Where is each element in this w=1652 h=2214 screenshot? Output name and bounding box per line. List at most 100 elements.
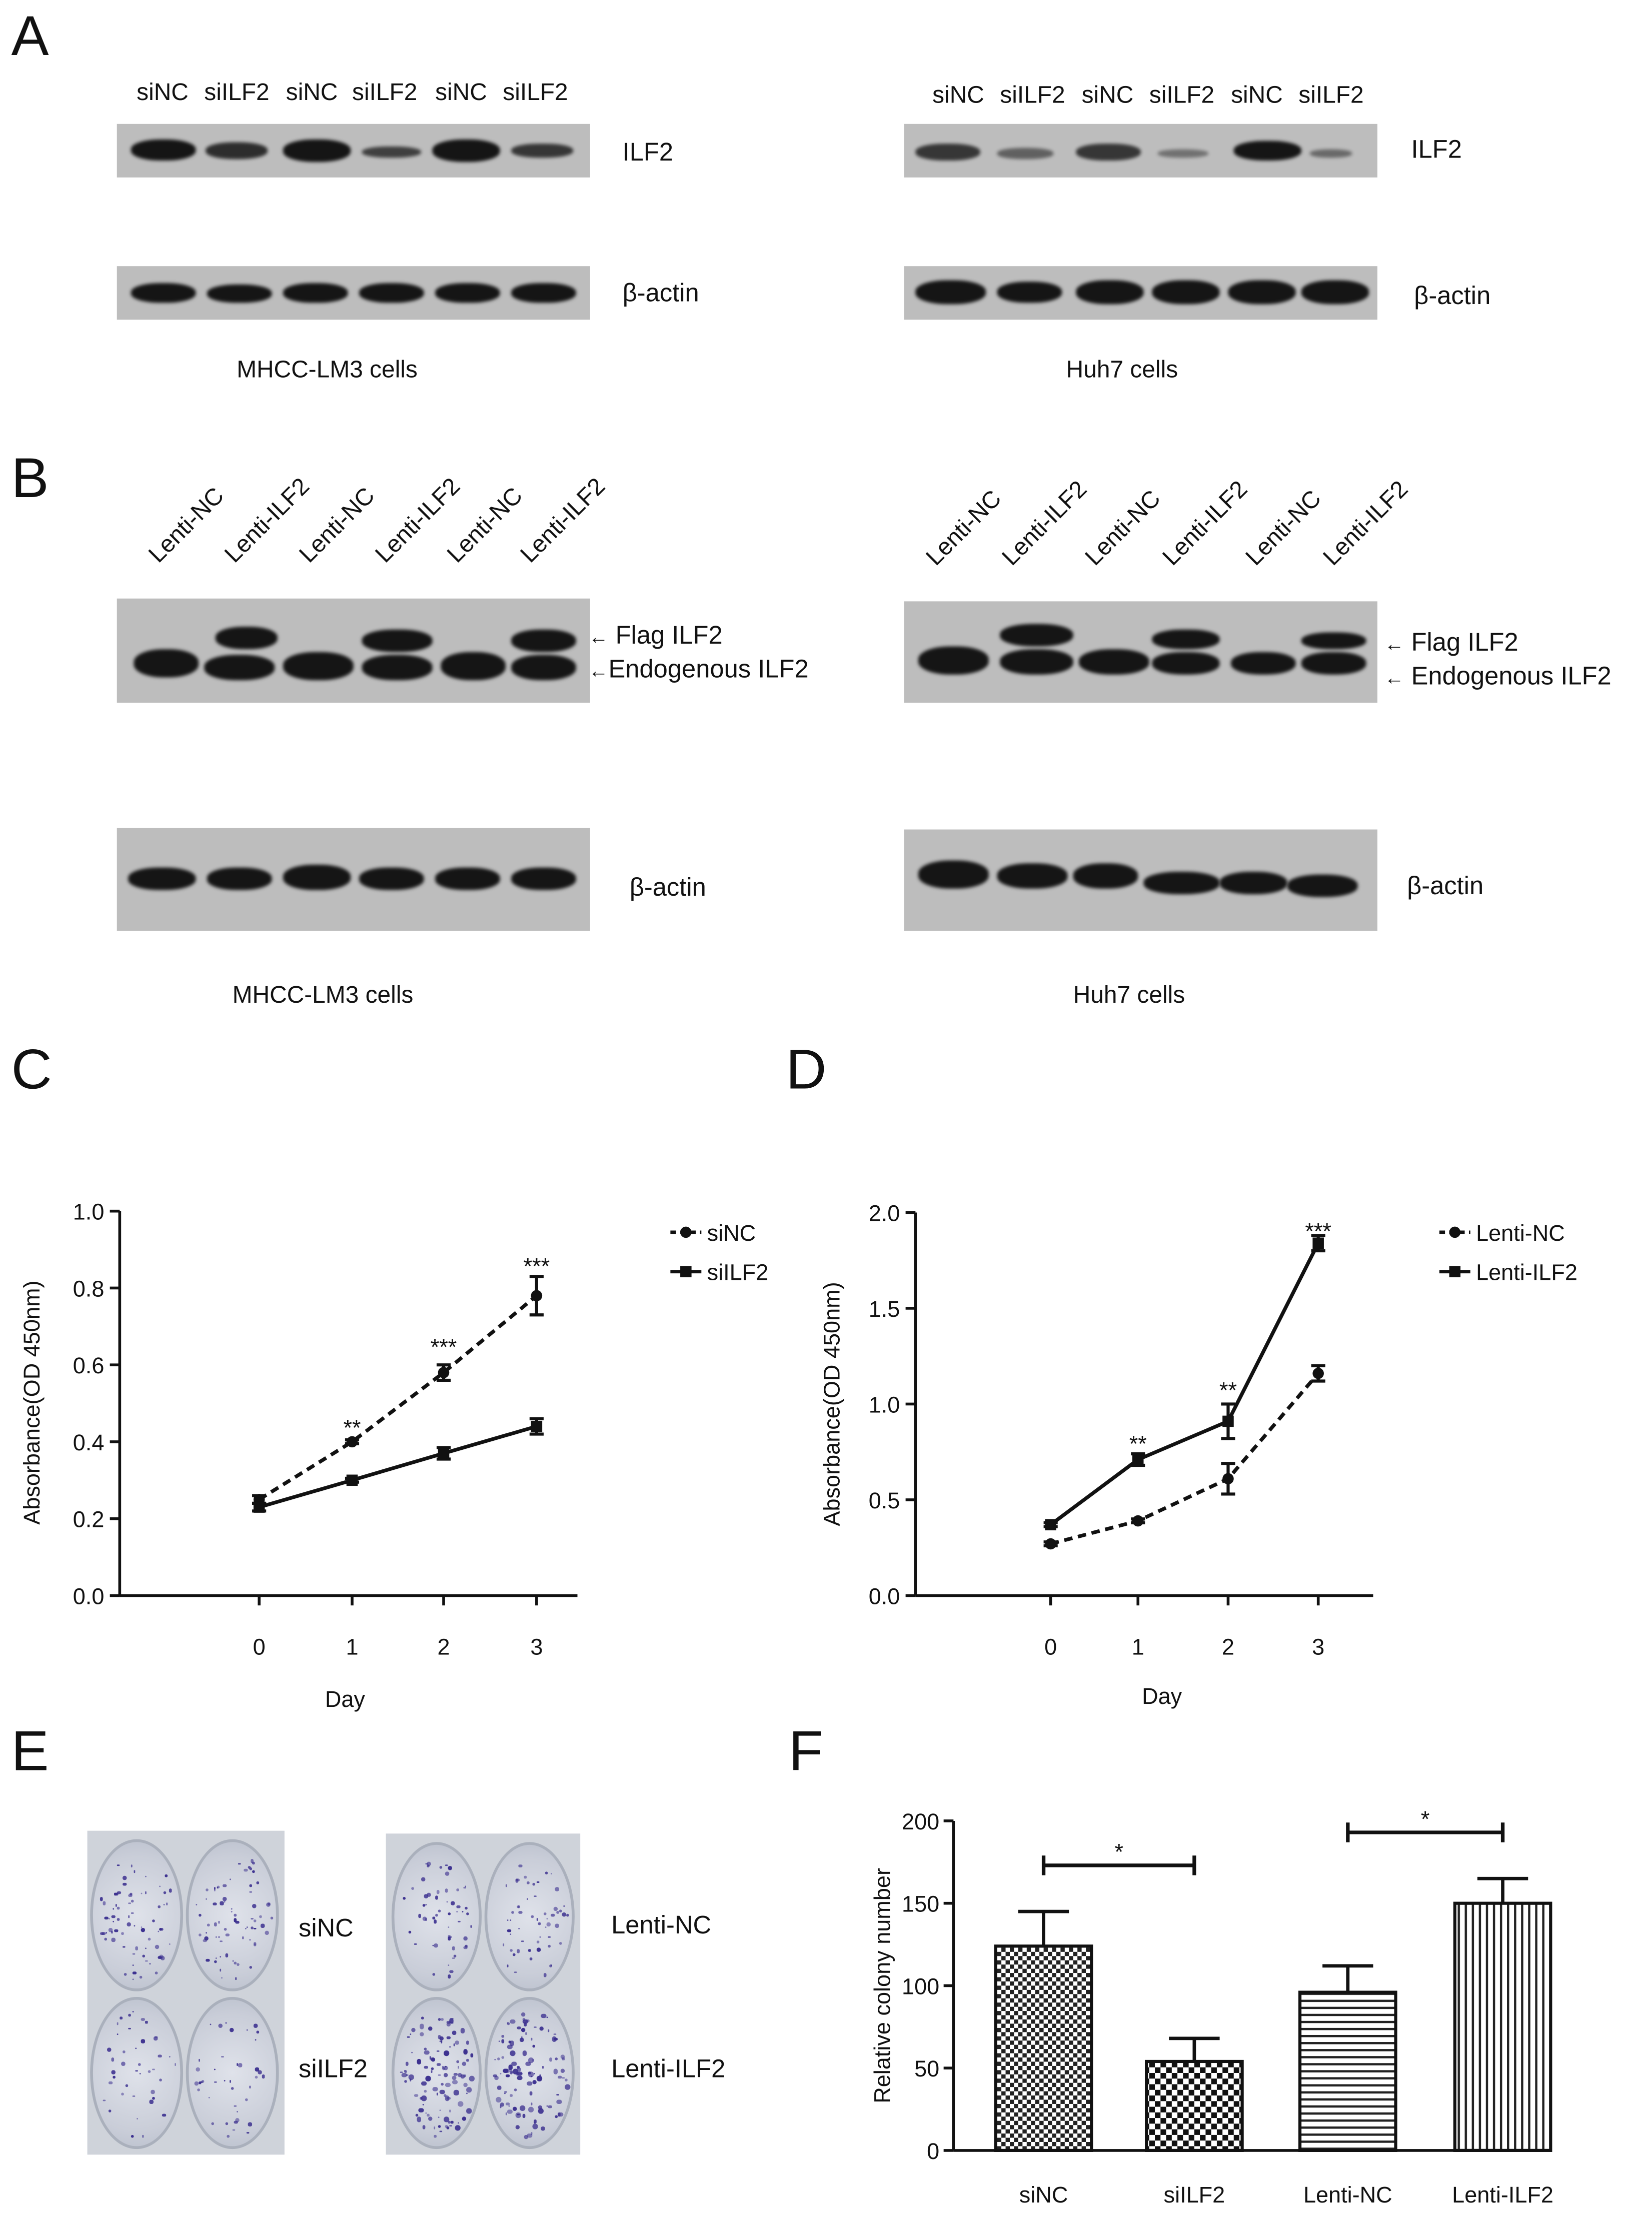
colony-dot [449,2018,454,2023]
colony-dot [235,1977,237,1980]
colony-dot [145,1948,147,1949]
colony-dot [202,2080,205,2083]
colony-dot [454,2072,458,2076]
colony-dot [124,1972,128,1976]
colony-dot [507,2044,512,2048]
colony-dot [409,2033,412,2035]
colony-dot [510,2050,516,2056]
colony-dot [168,1888,172,1892]
colony-dot [218,1936,220,1938]
colony-dot [495,2097,501,2103]
colony-dot [555,2115,558,2118]
colony-dot [406,2073,409,2076]
lane-label: siILF2 [1000,82,1065,109]
colony-dot [556,1911,559,1914]
y-tick-label: 150 [902,1891,939,1917]
colony-dot [234,2120,238,2124]
colony-dot [510,2041,515,2046]
colony-dot [434,1943,439,1947]
colony-dot [249,2086,251,2088]
colony-dot [229,2080,232,2082]
colony-dot [502,2056,505,2060]
colony-dot [497,2057,501,2061]
colony-dot [563,1905,565,1907]
colony-dot [445,2082,450,2087]
blot-label: β-actin [629,873,706,902]
colony-dot [104,1916,108,1920]
colony-dot [141,2018,145,2022]
colony-dot [494,2058,496,2060]
y-tick-label: 0.8 [73,1276,105,1301]
colony-dot [163,1890,167,1895]
colony-dot [112,1921,114,1922]
colony-dot [158,2054,163,2058]
colony-dot [536,1940,540,1944]
colony-dot [447,1975,451,1978]
colony-dot [112,2070,116,2074]
x-tick-label: siILF2 [1164,2182,1225,2207]
lane-label: siNC [137,79,189,106]
colony-dot [454,1955,457,1958]
colony-dot [533,2072,536,2075]
colony-dot [158,1956,162,1959]
colony-dot [130,1864,133,1867]
colony-dot [223,1901,226,1903]
colony-dot [457,1905,461,1909]
colony-dot [554,2057,558,2061]
colony-dot [155,1944,160,1949]
colony-dot [562,2077,565,2079]
colony-dot [547,1922,551,1927]
colony-dot [142,2134,145,2137]
colony-dot [440,1865,443,1868]
colony-dot [444,1888,449,1893]
colony-dot [109,1928,114,1932]
x-tick-label: 1 [1132,1634,1144,1660]
data-point [438,1367,450,1378]
colony-dot [117,2022,119,2025]
colony-dot [265,1930,270,1935]
colony-dot [223,2080,225,2082]
data-point [346,1474,358,1486]
colony-dot [120,2017,123,2019]
y-axis-label: Absorbance(OD 450nm) [19,1281,45,1525]
western-blot-actin-huh7 [904,266,1377,320]
colony-dot [218,2023,223,2027]
colony-dot [506,2101,509,2105]
colony-dot [229,1879,231,1881]
colony-dot [510,1948,514,1952]
colony-dot [147,2069,152,2074]
colony-dot [252,1904,257,1908]
colony-dot [131,2134,134,2138]
band-arrow-label: ← Flag ILF2 [589,621,723,650]
colony-dot [259,1915,262,1918]
colony-dot [152,2097,155,2100]
colony-dot [115,1893,117,1895]
colony-dot [494,2076,499,2080]
colony-dot [261,1924,265,1928]
colony-dot [446,1901,448,1903]
colony-dot [415,2113,418,2117]
x-tick-label: 2 [1222,1634,1234,1660]
y-tick-label: 0.0 [73,1583,105,1609]
colony-dot [527,2133,533,2138]
colony-dot [198,2081,201,2084]
colony-dot [458,1921,460,1923]
legend-label: siILF2 [707,1260,769,1285]
colony-dot [504,2090,507,2093]
colony-dot [151,1919,155,1923]
colony-dot [445,2065,447,2067]
colony-dot [458,2122,460,2124]
colony-dot [518,1905,521,1908]
colony-dot [464,1887,466,1889]
colony-dot [440,2041,443,2043]
colony-dot [403,1896,407,1900]
colony-dot [254,1927,257,1930]
colony-dot [116,2033,119,2035]
colony-dot [168,1943,171,1945]
colony-dot [206,1932,208,1933]
colony-dot [416,2059,421,2064]
colony-dot [452,2031,456,2035]
colony-dot [534,2026,536,2029]
colony-dot [463,2049,468,2054]
colony-dot [450,1901,455,1905]
